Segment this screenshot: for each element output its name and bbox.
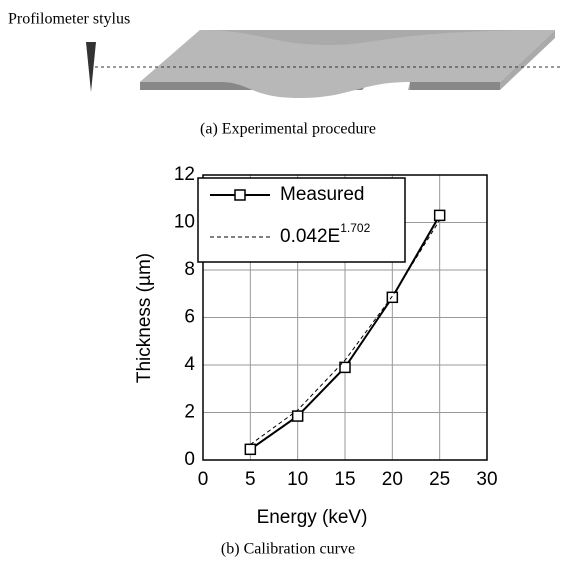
legend-name: Measured xyxy=(280,184,365,205)
legend-label: 0.042E1.702 xyxy=(280,221,371,247)
legend-name: 0.042E xyxy=(280,226,340,247)
marker xyxy=(244,443,257,456)
marker xyxy=(291,410,304,422)
y-tick-label: 8 xyxy=(184,259,195,280)
y-tick-label: 6 xyxy=(184,307,195,328)
x-tick-label: 10 xyxy=(287,469,308,490)
x-tick-label: 20 xyxy=(382,469,403,490)
stylus-label: Profilometer stylus xyxy=(8,11,130,28)
x-tick-label: 15 xyxy=(334,469,355,490)
y-tick-label: 4 xyxy=(184,354,195,375)
marker xyxy=(386,291,399,304)
marker xyxy=(339,361,351,374)
legend-sup: 1.702 xyxy=(340,221,370,235)
x-tick-label: 25 xyxy=(429,469,450,490)
slab-edge xyxy=(140,82,220,90)
x-tick-label: 5 xyxy=(245,469,256,490)
slab-edge xyxy=(410,82,500,90)
plot-frame xyxy=(202,174,488,461)
caption-a: (a) Experimental procedure xyxy=(200,121,376,138)
y-tick-label: 2 xyxy=(184,402,195,423)
legend-label: Measured xyxy=(280,184,365,205)
y-axis-label: Thickness (µm) xyxy=(134,253,155,383)
y-tick-label: 12 xyxy=(174,164,195,185)
marker xyxy=(433,209,446,222)
legend-marker xyxy=(234,189,246,201)
x-tick-label: 30 xyxy=(476,469,497,490)
y-tick-label: 10 xyxy=(174,212,195,233)
caption-b: (b) Calibration curve xyxy=(221,541,355,558)
slab-surface xyxy=(140,30,555,98)
series-line xyxy=(250,219,441,445)
x-axis-label: Energy (keV) xyxy=(257,507,368,528)
y-tick-label: 0 xyxy=(184,449,195,470)
stylus xyxy=(86,42,96,92)
x-tick-label: 0 xyxy=(198,469,209,490)
legend-box xyxy=(197,177,406,263)
